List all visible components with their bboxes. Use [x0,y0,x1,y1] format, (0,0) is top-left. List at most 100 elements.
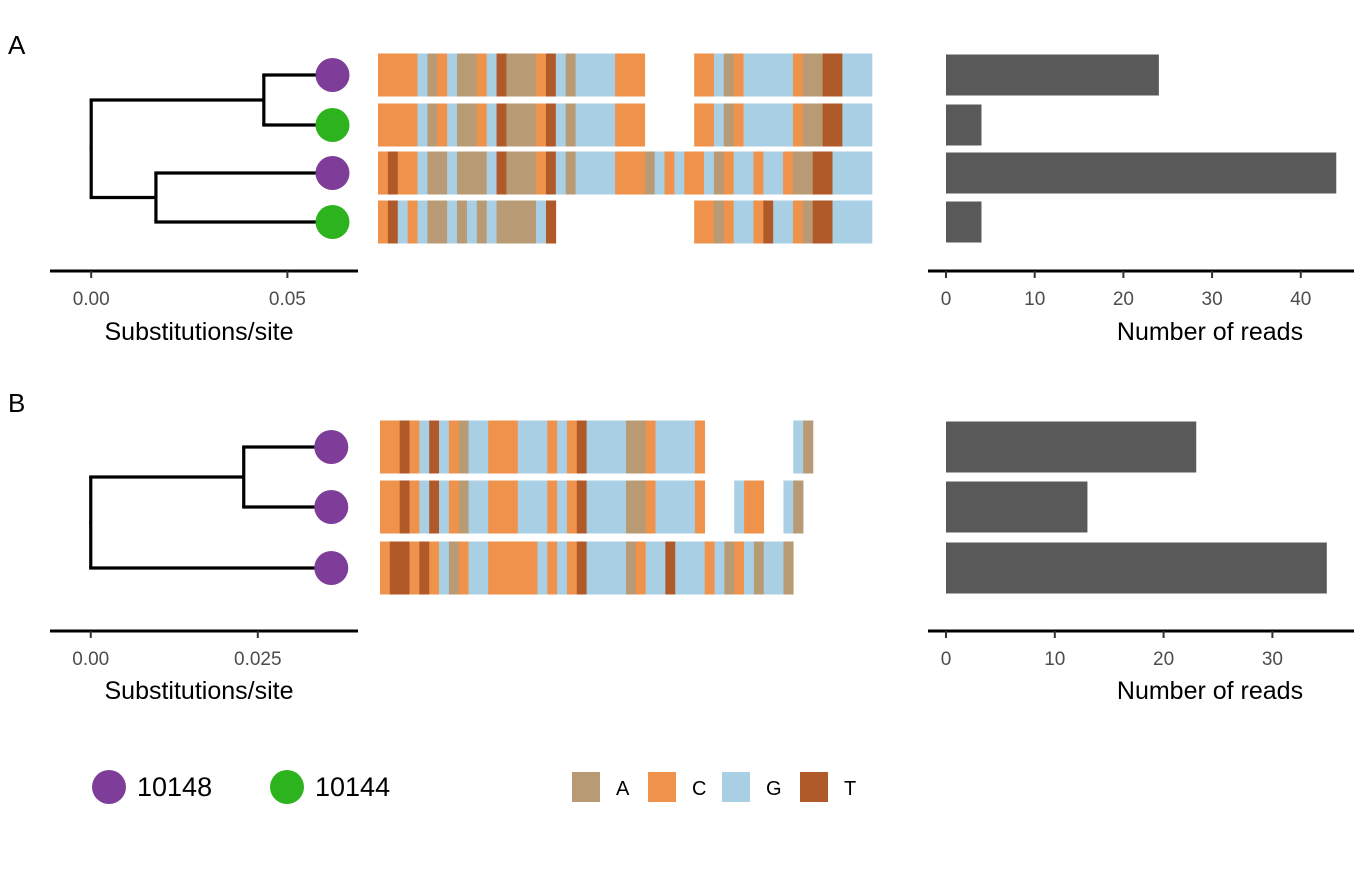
alignment-a-seq3-block-42 [792,151,814,195]
alignment-b-seq3-block-33 [704,541,715,595]
read-bars-b: 0 10 20 30 [928,421,1354,670]
alignment-a-seq2-block-43 [802,103,823,147]
alignment-a-seq3-block-1 [387,151,399,195]
tree-b-tick-label-1: 0.025 [234,649,282,670]
alignment-b-seq2-block-0 [380,480,400,534]
alignment-a-seq3-block-11 [486,151,497,195]
alignment-b-seq3-block-17 [547,541,558,595]
alignment-a-seq4-block-9 [466,200,478,244]
alignment-a-seq2-block-18 [555,103,567,147]
alignment-b-seq2-block-27 [645,480,656,534]
sample-legend: 10148 10144 [92,770,390,804]
alignment-b-seq2-block-5 [429,480,440,534]
alignment-b-seq1-block-14 [517,420,548,474]
alignment-a-seq1-block-8 [457,53,478,97]
alignment-b-seq1-block-3 [409,420,420,474]
tree-a-tip-3 [315,156,350,190]
alignment-b-seq2-block-9 [468,480,489,534]
alignment-b-seq2-block-41 [783,480,794,534]
alignment-a-seq1-block-37 [743,53,794,97]
alignment-a-seq2-block-16 [536,103,547,147]
bar-b-axis-title: Number of reads [1117,677,1303,705]
tree-b-tick-label-0: 0.00 [72,649,109,670]
alignment-a-seq1-block-19 [565,53,576,97]
alignment-a-seq2-block-12 [496,103,507,147]
alignment-a-seq3-block-8 [457,151,487,195]
alignment-a-seq2-block-6 [437,103,448,147]
read-bars-a: 0 10 20 30 40 [928,54,1354,310]
alignment-b-seq3-block-38 [753,541,765,595]
bar-b-tick-label-1: 10 [1044,649,1065,670]
read-bar-b-1 [946,421,1197,473]
tree-b-tip-3 [314,551,349,585]
alignment-a-seq4-block-34 [713,200,725,244]
bar-a-tick-label-3: 30 [1202,289,1223,310]
alignment-a-seq1-block-17 [545,53,557,97]
legend-swatch-t [800,772,828,802]
panel-b: B 0.00 0.025 0 10 20 30 Substitutions/site N… [8,388,1354,705]
alignment-a-seq3-block-17 [545,151,557,195]
alignment-a-seq1-block-36 [733,53,744,97]
alignment-a-seq2-block-36 [733,103,744,147]
alignment-b-seq1-block-5 [429,420,440,474]
alignment-b-seq1-block-2 [399,420,410,474]
alignment-a-seq4-block-12 [496,200,537,244]
alignment-a-seq3-block-2 [397,151,418,195]
alignment-b-seq2-block-28 [655,480,696,534]
alignment-a-seq1-block-34 [713,53,725,97]
alignment-b-seq3-block-7 [448,541,460,595]
alignment-a-seq1-block-45 [822,53,843,97]
alignment-a-seq4-block-1 [387,200,399,244]
alignment-b-seq1-block-9 [468,420,489,474]
alignment-a-seq2-block-11 [486,103,497,147]
alignment-a-seq1-block-18 [555,53,567,97]
alignment-b-seq1-block-32 [694,420,706,474]
alignment-a-seq2-block-7 [447,103,458,147]
alignment-a-seq1-block-35 [723,53,734,97]
bar-b-tick-label-0: 0 [941,649,952,670]
alignment-b-seq3-block-6 [439,541,450,595]
alignment-b-seq3-block-35 [724,541,735,595]
alignment-a-seq3-block-27 [644,151,655,195]
alignment-a-seq3-block-12 [496,151,507,195]
bar-a-tick-label-4: 40 [1290,289,1311,310]
alignment-a-seq1-block-16 [536,53,547,97]
alignment-a-seq3-block-24 [615,151,646,195]
alignment-a-seq4-block-4 [417,200,428,244]
tree-a-tip-4 [315,205,350,239]
alignment-a-seq3-block-7 [447,151,458,195]
alignment-a-seq1-block-43 [802,53,823,97]
tree-b-tip-1 [314,430,349,464]
alignment-b-seq3-block-1 [389,541,410,595]
alignment-b-seq2-block-36 [734,480,745,534]
alignment-a-seq4-block-7 [447,200,458,244]
legend-label-10148: 10148 [137,772,212,802]
alignment-a-seq4-block-38 [753,200,764,244]
read-bar-b-3 [946,542,1327,594]
alignment-a-seq3-block-31 [684,151,705,195]
alignment-a-seq3-block-33 [704,151,715,195]
alignment-b-seq3-block-30 [675,541,706,595]
alignment-a-seq1-block-13 [506,53,537,97]
alignment-b-seq2-block-4 [419,480,430,534]
alignment-a-seq1-block-12 [496,53,507,97]
alignment-a-seq1-block-4 [417,53,428,97]
alignment-a-seq3-block-39 [763,151,784,195]
bar-a-axis-title: Number of reads [1117,318,1303,346]
alignment-a-seq1-block-6 [437,53,448,97]
alignment-b-seq1-block-19 [566,420,578,474]
bar-a-tick-label-0: 0 [941,289,952,310]
alignment-b-seq1-block-8 [458,420,469,474]
alignment-a-seq4-block-42 [792,200,804,244]
tree-a-axis-title: Substitutions/site [105,318,294,346]
alignment-a-seq1-block-11 [486,53,497,97]
panel-label-a: A [8,30,26,60]
alignment-a-seq3-block-16 [536,151,547,195]
alignment-a-seq1-block-24 [615,53,646,97]
alignment-a-seq4-block-46 [832,200,873,244]
alignment-a-seq3-block-29 [664,151,675,195]
alignment-a-seq4-block-39 [763,200,774,244]
alignment-b-seq3-block-8 [458,541,469,595]
alignment-a-seq2-block-37 [743,103,794,147]
alignment-b-seq2-block-32 [694,480,706,534]
